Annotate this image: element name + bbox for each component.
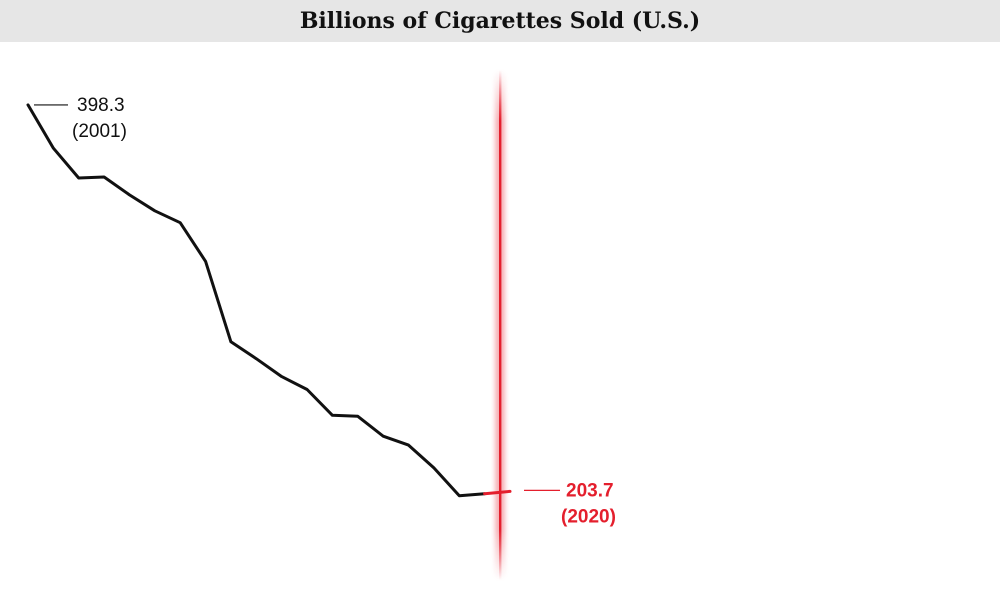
chart-title: Billions of Cigarettes Sold (U.S.): [299, 8, 701, 34]
annotation-value: 398.3: [77, 95, 125, 116]
highlight-marker-line: [495, 70, 505, 580]
annotation-year: (2020): [561, 506, 616, 527]
series-line-highlight-segment: [483, 489, 512, 496]
annotation-year: (2001): [72, 121, 127, 142]
annotation-value: 203.7: [566, 480, 614, 501]
chart-title-bar: Billions of Cigarettes Sold (U.S.): [0, 0, 1000, 42]
series-line: [26, 103, 487, 498]
